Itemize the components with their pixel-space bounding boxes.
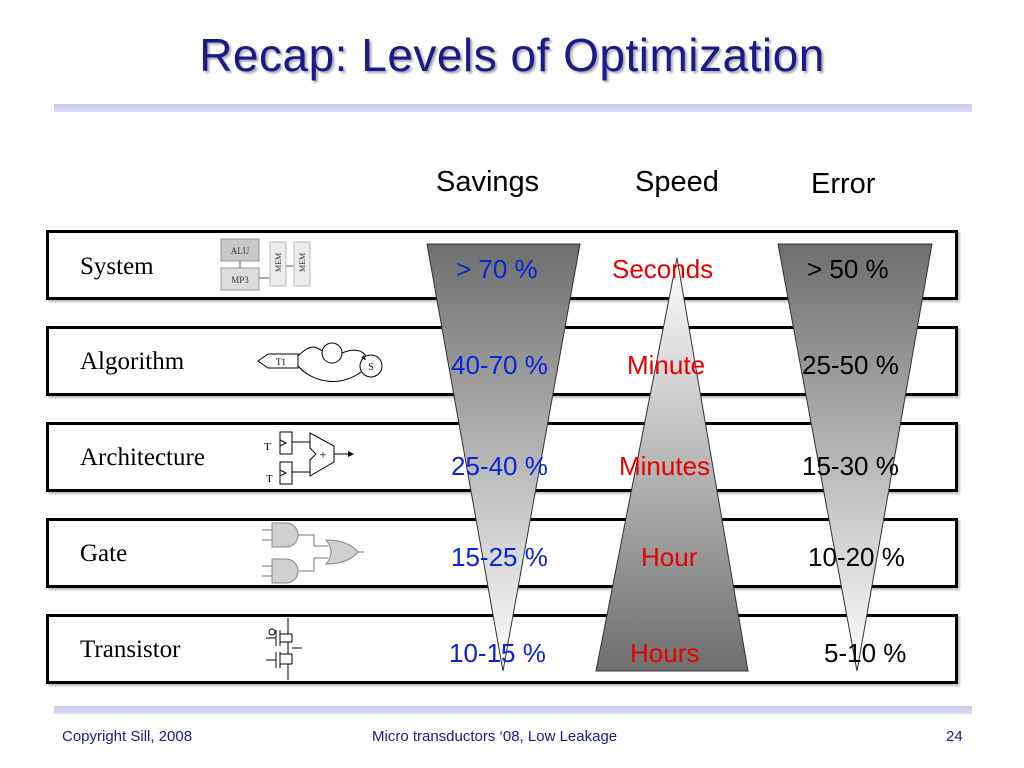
row-label-system: System (80, 253, 154, 280)
savings-value-algorithm: 40-70 % (451, 350, 548, 380)
savings-triangle (426, 243, 581, 672)
column-header-savings: Savings (436, 166, 540, 198)
error-value-algorithm: 25-50 % (802, 350, 899, 380)
t1-label: T1 (276, 357, 286, 367)
algorithm-graph-icon: T1 S (257, 342, 383, 382)
slide-title: Recap: Levels of Optimization (199, 29, 825, 81)
t-bottom-label: T (266, 473, 273, 485)
speed-value-algorithm: Minute (627, 350, 706, 380)
column-header-error: Error (811, 168, 876, 200)
error-value-architecture: 15-30 % (802, 451, 899, 481)
error-value-transistor: 5-10 % (824, 638, 907, 668)
mem-label-2: MEM (298, 253, 307, 272)
speed-triangle (595, 257, 749, 672)
savings-value-system: > 70 % (456, 254, 538, 284)
savings-value-architecture: 25-40 % (451, 451, 548, 481)
transistor-icon (266, 618, 302, 680)
column-header-speed: Speed (635, 166, 719, 198)
row-label-architecture: Architecture (80, 444, 205, 471)
speed-value-transistor: Hours (630, 638, 700, 668)
footer-copyright: Copyright Sill, 2008 (62, 728, 193, 745)
error-value-gate: 10-20 % (808, 542, 905, 572)
alu-label: ALU (231, 246, 250, 256)
footer-divider (54, 706, 972, 714)
row-label-gate: Gate (80, 540, 128, 567)
error-triangle (777, 243, 933, 672)
mem-label-1: MEM (274, 253, 283, 272)
speed-value-architecture: Minutes (619, 451, 711, 481)
savings-value-gate: 15-25 % (451, 542, 548, 572)
system-blocks-icon: ALU MP3 MEM MEM (220, 238, 311, 291)
s-label: S (368, 362, 374, 373)
footer-conference: Micro transductors ‘08, Low Leakage (372, 728, 618, 745)
architecture-adder-icon: T T + (264, 431, 354, 485)
plus-label: + (319, 447, 326, 462)
error-value-system: > 50 % (807, 254, 889, 284)
t-top-label: T (264, 441, 271, 453)
logic-gates-icon (262, 522, 364, 584)
savings-value-transistor: 10-15 % (449, 638, 546, 668)
mp3-label: MP3 (231, 275, 249, 285)
row-label-transistor: Transistor (80, 636, 181, 663)
speed-value-gate: Hour (641, 542, 698, 572)
speed-value-system: Seconds (612, 254, 714, 284)
row-label-algorithm: Algorithm (80, 348, 185, 375)
page-number: 24 (946, 728, 963, 745)
title-underline (54, 104, 972, 112)
